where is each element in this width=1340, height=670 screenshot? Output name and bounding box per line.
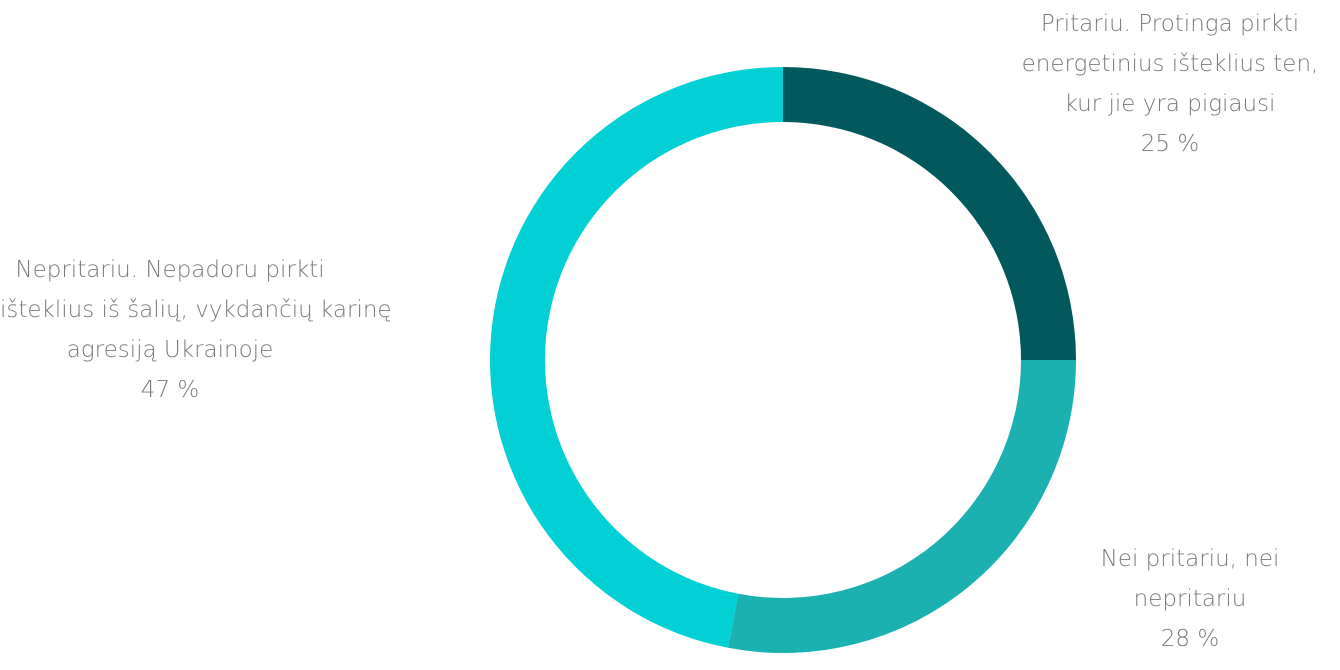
donut-slice-disagree <box>490 67 783 648</box>
slice-label-line: agresiją Ukrainoje <box>66 337 274 363</box>
slice-label-line: nepritariu <box>1133 586 1247 612</box>
slice-label-neutral: Nei pritariu, nei nepritariu 28 % <box>1060 539 1320 659</box>
slice-label-line: energetinius išteklius ten, <box>1021 51 1319 77</box>
donut-slice-neutral <box>728 360 1076 653</box>
slice-label-line: kur jie yra pigiausi <box>1064 91 1276 117</box>
slice-value-label: 25 % <box>1140 131 1200 157</box>
slice-label-line: Nepritariu. Nepadoru pirkti <box>15 257 325 283</box>
slice-label-disagree: Nepritariu. Nepadoru pirkti išteklius iš… <box>0 250 392 410</box>
slice-label-line: Pritariu. Protinga pirkti <box>1040 11 1300 37</box>
slice-label-line: išteklius iš šalių, vykdančių karinę <box>0 297 392 323</box>
slice-value-label: 47 % <box>140 377 200 403</box>
slice-value-label: 28 % <box>1160 626 1220 652</box>
donut-slice-agree <box>783 67 1076 360</box>
slice-label-line: Nei pritariu, nei <box>1100 546 1280 572</box>
slice-label-agree: Pritariu. Protinga pirkti energetinius i… <box>1000 4 1340 164</box>
